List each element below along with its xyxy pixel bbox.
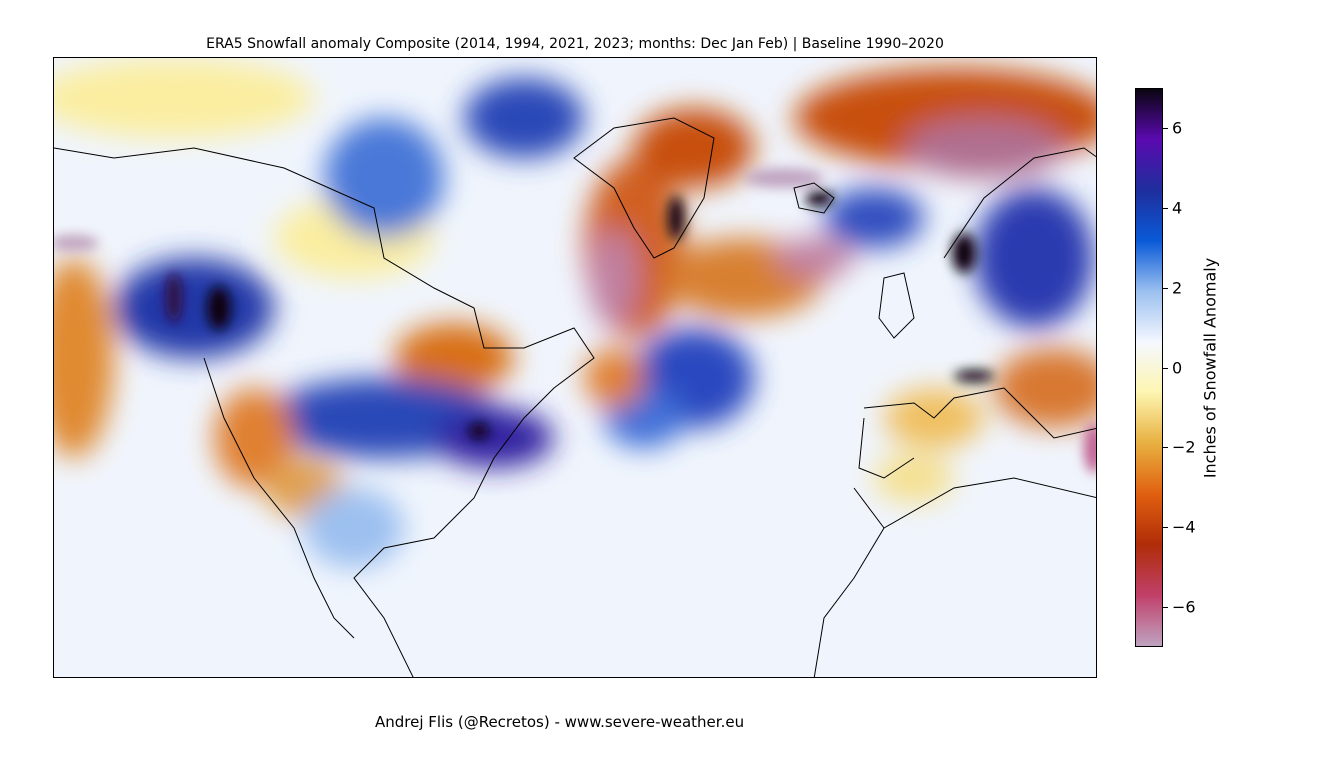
credit-text: Andrej Flis (@Recretos) - www.severe-wea…	[375, 713, 745, 731]
anomaly-field	[54, 58, 1096, 677]
colorbar-tick	[1163, 367, 1168, 369]
colorbar-tick	[1163, 447, 1168, 449]
anomaly-extremes	[54, 168, 1096, 473]
colorbar-label: Inches of Snowfall Anomaly	[1200, 257, 1220, 479]
colorbar	[1135, 88, 1163, 647]
colorbar-tick	[1163, 127, 1168, 129]
snowfall-anomaly-map	[53, 57, 1097, 678]
colorbar-tick-label: −6	[1172, 597, 1196, 617]
colorbar-tick	[1163, 607, 1168, 609]
anomaly-blobs	[54, 58, 1096, 568]
colorbar-tick	[1163, 287, 1168, 289]
chart-title: ERA5 Snowfall anomaly Composite (2014, 1…	[206, 36, 944, 52]
colorbar-tick	[1163, 207, 1168, 209]
coastlines	[54, 117, 1096, 677]
colorbar-tick-label: −2	[1172, 437, 1196, 457]
colorbar-tick	[1163, 527, 1168, 529]
colorbar-tick-label: −4	[1172, 517, 1196, 537]
colorbar-tick-label: 4	[1172, 198, 1183, 218]
colorbar-tick-label: 2	[1172, 278, 1183, 298]
colorbar-tick-label: 0	[1172, 358, 1183, 377]
colorbar-tick-label: 6	[1172, 118, 1183, 138]
